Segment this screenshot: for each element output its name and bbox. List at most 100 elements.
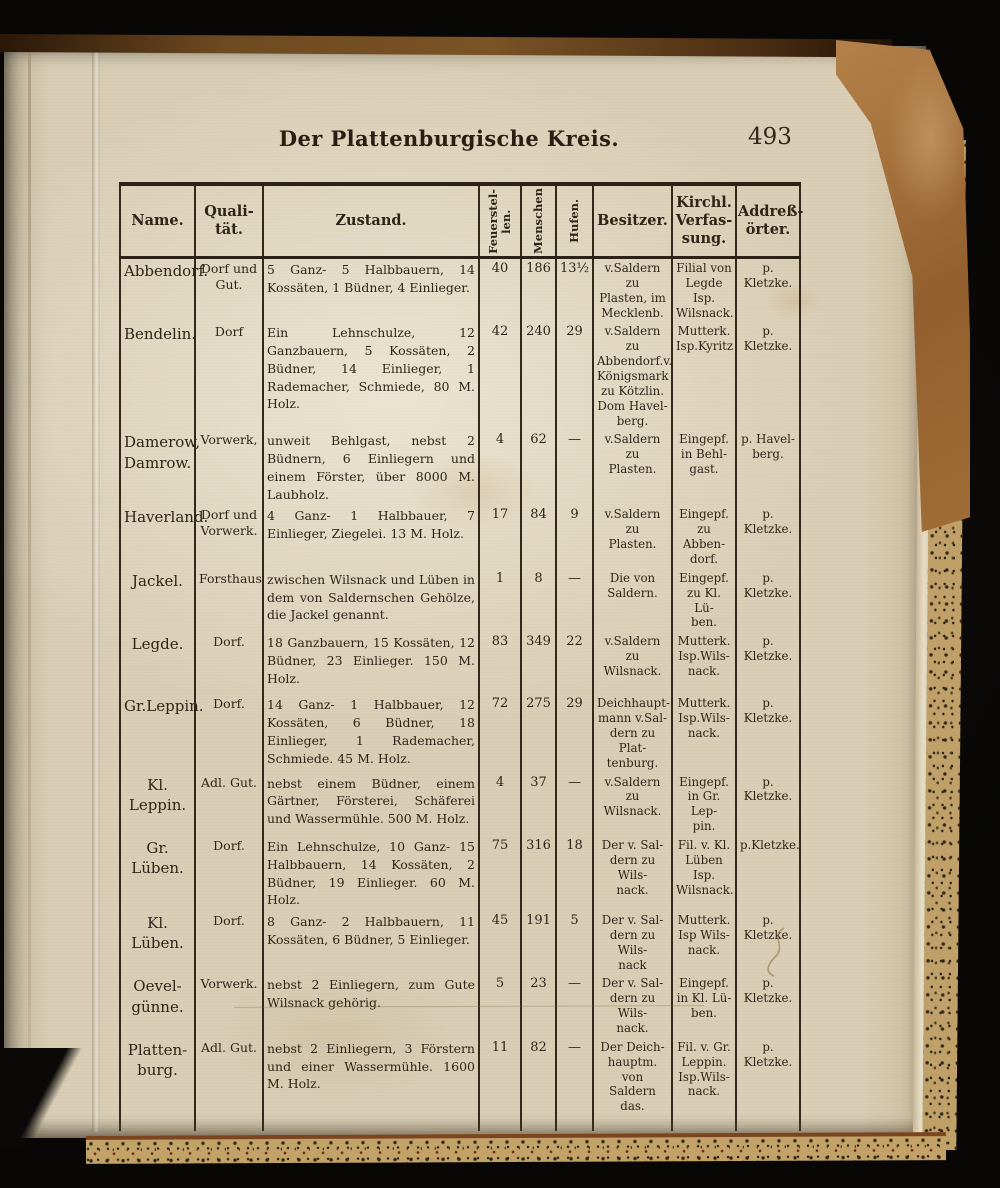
cell-hufen: 9 <box>556 505 594 569</box>
cell-hufen: — <box>556 1037 594 1131</box>
cell-besitzer: Der v. Sal- dern zu Wils- nack. <box>593 836 673 911</box>
cell-hufen: 22 <box>556 632 594 695</box>
cell-feuerstellen: 45 <box>479 911 522 975</box>
book-page: Der Plattenburgische Kreis. 493 Name. Qu… <box>4 46 926 1138</box>
cell-name: Bendelin. <box>120 322 196 431</box>
cell-menschen: 191 <box>521 911 557 975</box>
cell-zustand: nebst 2 Einliegern, zum Gute Wilsnack ge… <box>263 974 480 1038</box>
cell-hufen: 29 <box>556 322 594 431</box>
cell-kirchl-verfassung: Eingepf. zu Kl. Lü- ben. <box>672 568 737 633</box>
cell-besitzer: Der v. Sal- dern zu Wils- nack. <box>593 974 673 1038</box>
cell-besitzer: Deichhaupt- mann v.Sal- dern zu Plat- te… <box>593 694 673 773</box>
cell-qualitaet: Dorf. <box>195 632 264 695</box>
table-row: Haverland. Dorf und Vorwerk. 4 Ganz- 1 Hal… <box>120 505 801 569</box>
cell-zustand: 4 Ganz- 1 Halbbauer, 7 Einlieger, Ziegel… <box>263 505 480 569</box>
cell-hufen: — <box>556 974 594 1038</box>
cell-kirchl-verfassung: Eingepf. zu Abben- dorf. <box>672 505 737 569</box>
column-header-label: Kirchl. Verfas- sung. <box>675 194 733 247</box>
cell-adressort: p. Kletzke. <box>736 257 801 323</box>
cell-zustand: 5 Ganz- 5 Halbbauern, 14 Kossäten, 1 Büd… <box>263 257 480 323</box>
table-row: Damerow, Damrow. Vorwerk, unweit Behlgast,… <box>120 430 801 506</box>
cell-hufen: 18 <box>556 836 594 911</box>
cell-name: Gr. Lüben. <box>120 836 196 911</box>
column-header-adressoerter: Addreß- örter. <box>736 184 804 259</box>
cell-name: Jackel. <box>120 568 196 633</box>
cell-hufen: — <box>556 568 594 633</box>
cell-qualitaet: Vorwerk. <box>195 974 264 1038</box>
cell-menschen: 82 <box>521 1037 557 1131</box>
column-header-label: Name. <box>131 212 184 230</box>
table-header-row: Name. Quali- tät. Zustand. Feuerstel- le… <box>120 184 804 259</box>
cell-kirchl-verfassung: Eingepf. in Kl. Lü- ben. <box>672 974 737 1038</box>
table-row: Gr.Leppin. Dorf. 14 Ganz- 1 Halbbauer, 12 … <box>120 694 801 773</box>
cell-adressort: p. Kletzke. <box>736 505 801 569</box>
cell-feuerstellen: 4 <box>479 430 522 506</box>
cell-menschen: 23 <box>521 974 557 1038</box>
cell-zustand: 18 Ganzbauern, 15 Kossäten, 12 Büdner, 2… <box>263 632 480 695</box>
page-gutter-crease <box>28 52 31 1130</box>
cell-kirchl-verfassung: Fil. v. Kl. Lüben Isp. Wilsnack. <box>672 836 737 911</box>
table-row: Gr. Lüben. Dorf. Ein Lehnschulze, 10 Ganz-… <box>120 836 801 911</box>
column-header-label: Besitzer. <box>597 212 668 230</box>
cell-menschen: 240 <box>521 322 557 431</box>
column-header-qualitaet: Quali- tät. <box>195 184 264 259</box>
column-header-menschen: Menschen <box>521 184 557 259</box>
cell-adressort: p. Kletzke. <box>736 974 801 1038</box>
cell-besitzer: v.Saldern zu Plasten. <box>593 430 673 506</box>
cell-hufen: — <box>556 430 594 506</box>
cell-hufen: 5 <box>556 911 594 975</box>
cell-qualitaet: Dorf. <box>195 694 264 773</box>
cell-menschen: 275 <box>521 694 557 773</box>
district-table: Name. Quali- tät. Zustand. Feuerstel- le… <box>119 182 804 1131</box>
cell-kirchl-verfassung: Mutterk. Isp.Kyritz <box>672 322 737 431</box>
column-header-besitzer: Besitzer. <box>593 184 673 259</box>
cell-qualitaet: Adl. Gut. <box>195 1037 264 1131</box>
column-header-label: Addreß- örter. <box>738 203 804 238</box>
column-header-zustand: Zustand. <box>263 184 480 259</box>
table-header: Name. Quali- tät. Zustand. Feuerstel- le… <box>120 184 804 259</box>
cell-feuerstellen: 75 <box>479 836 522 911</box>
cell-hufen: 13½ <box>556 257 594 323</box>
cell-zustand: 14 Ganz- 1 Halbbauer, 12 Kossäten, 6 Büd… <box>263 694 480 773</box>
cell-besitzer: Der Deich- hauptm. von Saldern das. <box>593 1037 673 1131</box>
cell-hufen: — <box>556 772 594 836</box>
cell-adressort: p. Kletzke. <box>736 694 801 773</box>
cell-feuerstellen: 11 <box>479 1037 522 1131</box>
page-number: 493 <box>748 124 792 150</box>
cell-besitzer: v.Saldern zu Abbendorf.v. Königsmark zu … <box>593 322 673 431</box>
ink-squiggle <box>767 927 785 977</box>
cell-besitzer: v.Saldern zu Plasten. <box>593 505 673 569</box>
table-row: Kl. Leppin. Adl. Gut. nebst einem Büdner, … <box>120 772 801 836</box>
cell-kirchl-verfassung: Eingepf. in Gr. Lep- pin. <box>672 772 737 836</box>
table-row: Legde. Dorf. 18 Ganzbauern, 15 Kossäten, 1… <box>120 632 801 695</box>
cell-name: Kl. Leppin. <box>120 772 196 836</box>
cell-qualitaet: Dorf und Gut. <box>195 257 264 323</box>
cell-zustand: Ein Lehnschulze, 12 Ganzbauern, 5 Kossät… <box>263 322 480 431</box>
table-row: Abbendorf. Dorf und Gut. 5 Ganz- 5 Halbbau… <box>120 257 801 323</box>
cell-feuerstellen: 4 <box>479 772 522 836</box>
cell-besitzer: v.Saldern zu Plasten, im Mecklenb. <box>593 257 673 323</box>
table-row: Platten- burg. Adl. Gut. nebst 2 Einlieger… <box>120 1037 801 1131</box>
table-row: Bendelin. Dorf Ein Lehnschulze, 12 Ganzbau… <box>120 322 801 431</box>
cell-menschen: 349 <box>521 632 557 695</box>
cell-besitzer: Der v. Sal- dern zu Wils- nack <box>593 911 673 975</box>
column-header-name: Name. <box>120 184 196 259</box>
cell-adressort: p. Kletzke. <box>736 772 801 836</box>
cell-kirchl-verfassung: Filial von Legde Isp. Wilsnack. <box>672 257 737 323</box>
cell-qualitaet: Dorf und Vorwerk. <box>195 505 264 569</box>
cell-name: Oevel- günne. <box>120 974 196 1038</box>
bottom-left-shadow-corner <box>0 1048 100 1148</box>
cell-feuerstellen: 17 <box>479 505 522 569</box>
cell-kirchl-verfassung: Mutterk. Isp Wils- nack. <box>672 911 737 975</box>
cell-zustand: nebst 2 Einliegern, 3 Förstern und einer… <box>263 1037 480 1131</box>
cell-besitzer: v.Saldern zu Wilsnack. <box>593 632 673 695</box>
cell-zustand: nebst einem Büdner, einem Gärtner, Först… <box>263 772 480 836</box>
cell-besitzer: Die von Saldern. <box>593 568 673 633</box>
page-fold-crease <box>92 46 100 1132</box>
cell-menschen: 84 <box>521 505 557 569</box>
column-header-label: Quali- tät. <box>204 203 254 238</box>
column-header-label-rotated: Menschen <box>531 188 546 254</box>
cell-kirchl-verfassung: Eingepf. in Behl- gast. <box>672 430 737 506</box>
cell-qualitaet: Dorf. <box>195 911 264 975</box>
column-header-label: Zustand. <box>335 212 407 230</box>
